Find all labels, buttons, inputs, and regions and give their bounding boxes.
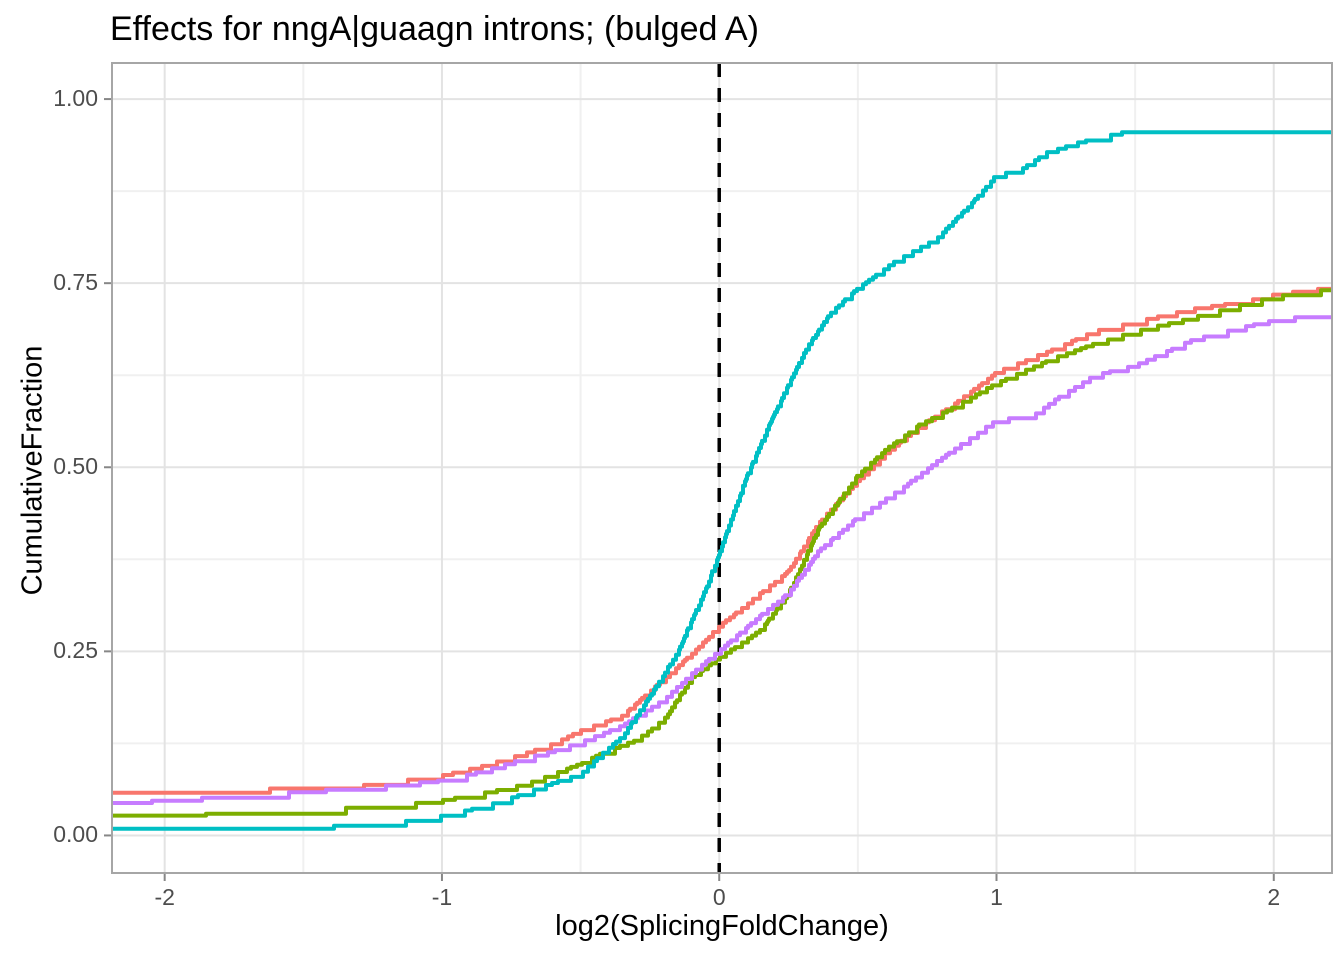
y-tick-label: 1.00 xyxy=(53,85,98,112)
chart-title: Effects for nngA|guaagn introns; (bulged… xyxy=(110,10,759,48)
ecdf-curve-olive xyxy=(112,288,1332,818)
y-tick-label: 0.75 xyxy=(53,269,98,296)
x-tick-label: 0 xyxy=(712,884,726,910)
x-tick-label: 2 xyxy=(1267,884,1281,910)
ecdf-curve-salmon xyxy=(112,286,1332,795)
panel-border xyxy=(111,62,1333,874)
y-tick-label: 0.25 xyxy=(53,637,98,664)
y-tick-label: 0.50 xyxy=(53,453,98,480)
ecdf-curve-purple xyxy=(112,315,1332,805)
y-tick-label: 0.00 xyxy=(53,821,98,848)
x-axis-title: log2(SplicingFoldChange) xyxy=(555,910,889,942)
ecdf-curve-teal xyxy=(112,130,1332,831)
x-tick-label: -1 xyxy=(431,884,453,910)
x-tick-label: -2 xyxy=(154,884,175,910)
x-tick-label: 1 xyxy=(990,884,1003,910)
